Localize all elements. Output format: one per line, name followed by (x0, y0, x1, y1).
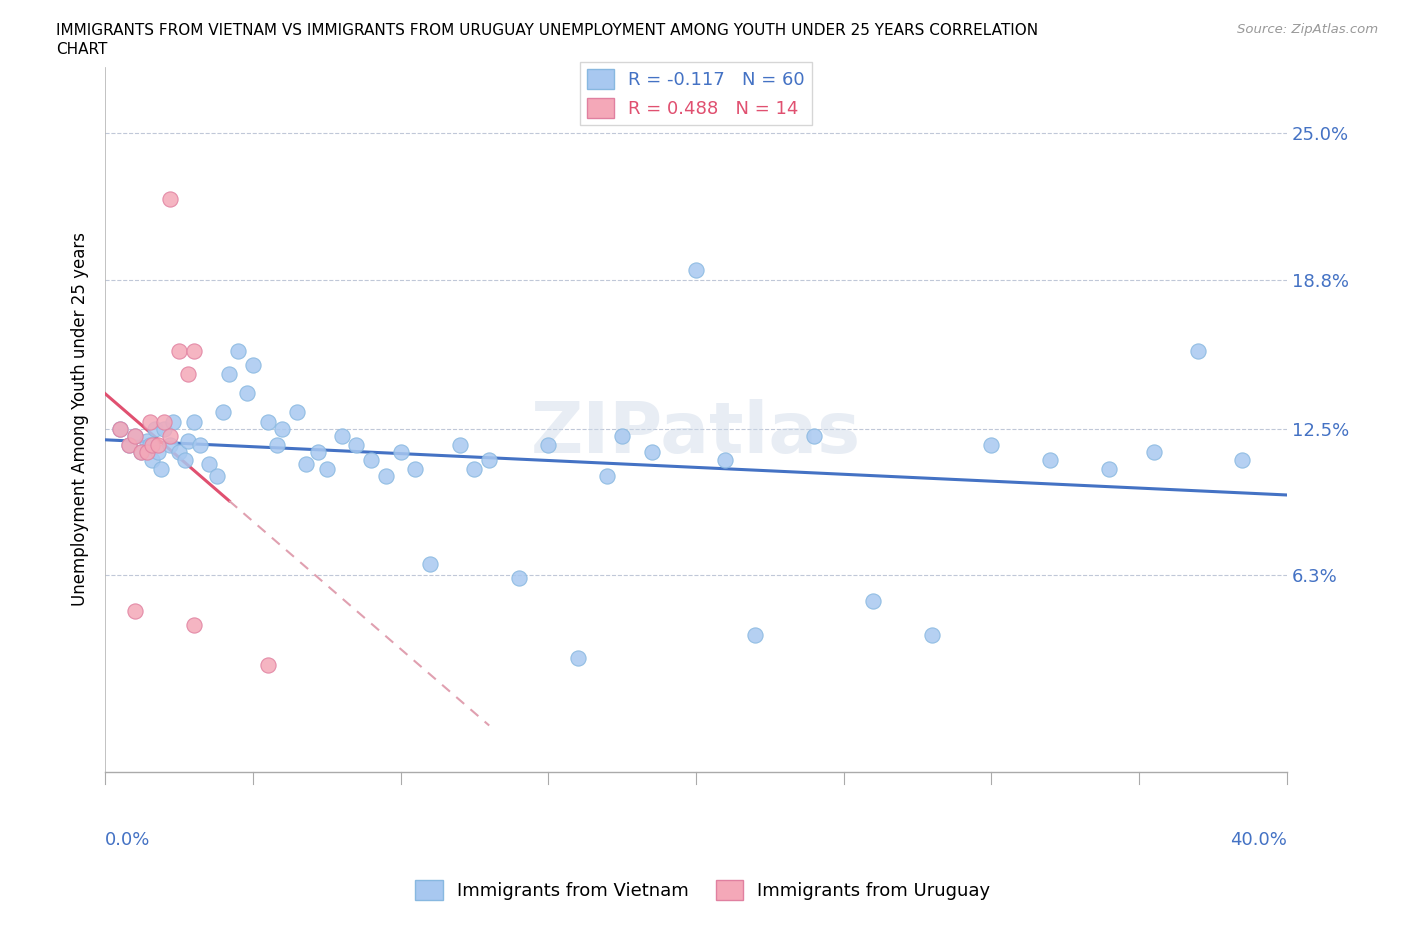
Point (218, 367, 240, 382)
Point (153, 421, 176, 436)
Point (108, 421, 131, 436)
Point (714, 452, 737, 467)
Point (124, 604, 146, 618)
Point (266, 438, 288, 453)
Point (159, 192, 181, 206)
Point (404, 461, 426, 476)
Point (129, 445, 152, 459)
Point (124, 429, 146, 444)
Point (449, 438, 471, 453)
Point (344, 438, 367, 453)
Point (307, 445, 329, 459)
Point (537, 438, 560, 453)
Point (138, 438, 160, 453)
Point (1039, 452, 1062, 467)
Point (295, 457, 318, 472)
Point (256, 414, 278, 429)
Text: 40.0%: 40.0% (1230, 831, 1286, 849)
Legend: Immigrants from Vietnam, Immigrants from Uruguay: Immigrants from Vietnam, Immigrants from… (408, 872, 998, 907)
Point (108, 421, 131, 436)
Point (285, 405, 308, 419)
Point (183, 618, 205, 632)
Point (1187, 343, 1209, 358)
Point (921, 627, 943, 642)
Point (138, 414, 160, 429)
Point (150, 461, 173, 476)
Point (226, 343, 249, 358)
Y-axis label: Unemployment Among Youth under 25 years: Unemployment Among Youth under 25 years (72, 232, 89, 606)
Text: IMMIGRANTS FROM VIETNAM VS IMMIGRANTS FROM URUGUAY UNEMPLOYMENT AMONG YOUTH UNDE: IMMIGRANTS FROM VIETNAM VS IMMIGRANTS FR… (56, 23, 1039, 38)
Point (508, 570, 530, 585)
Legend: R = -0.117   N = 60, R = 0.488   N = 14: R = -0.117 N = 60, R = 0.488 N = 14 (579, 61, 813, 125)
Point (174, 452, 197, 467)
Point (148, 445, 170, 459)
Point (118, 438, 141, 453)
Point (862, 594, 884, 609)
Point (183, 414, 205, 429)
Text: Source: ZipAtlas.com: Source: ZipAtlas.com (1237, 23, 1378, 36)
Point (188, 438, 211, 453)
Point (419, 556, 441, 571)
Point (148, 438, 170, 453)
Point (159, 438, 181, 453)
Point (463, 461, 485, 476)
Point (159, 429, 181, 444)
Point (640, 445, 662, 459)
Point (685, 263, 707, 278)
Point (153, 414, 176, 429)
Point (135, 433, 157, 448)
Point (141, 452, 163, 467)
Point (374, 469, 396, 484)
Point (478, 452, 501, 467)
Point (135, 445, 157, 459)
Point (315, 461, 337, 476)
Point (271, 421, 294, 436)
Point (183, 343, 205, 358)
Point (118, 438, 141, 453)
Point (167, 343, 190, 358)
Point (256, 658, 278, 672)
Point (1143, 445, 1166, 459)
Point (744, 627, 766, 642)
Point (803, 429, 825, 444)
Point (567, 651, 589, 666)
Point (145, 421, 167, 436)
Point (207, 469, 229, 484)
Point (236, 386, 259, 401)
Point (124, 429, 146, 444)
Point (1232, 452, 1254, 467)
Point (610, 429, 633, 444)
Point (1098, 461, 1121, 476)
Point (212, 405, 235, 419)
Point (389, 445, 412, 459)
Point (129, 445, 152, 459)
Point (980, 438, 1002, 453)
Point (162, 414, 184, 429)
Text: ZIPatlas: ZIPatlas (531, 399, 860, 468)
Point (197, 457, 219, 472)
Point (242, 357, 264, 372)
Point (177, 433, 200, 448)
Text: CHART: CHART (56, 42, 108, 57)
Point (141, 438, 163, 453)
Point (330, 429, 353, 444)
Point (177, 367, 200, 382)
Point (596, 469, 619, 484)
Point (167, 445, 190, 459)
Point (360, 452, 382, 467)
Text: 0.0%: 0.0% (105, 831, 150, 849)
